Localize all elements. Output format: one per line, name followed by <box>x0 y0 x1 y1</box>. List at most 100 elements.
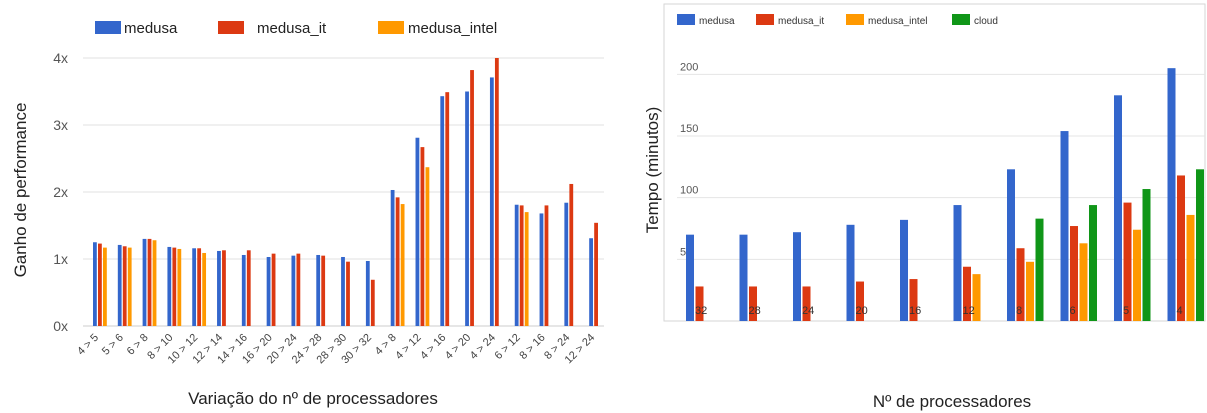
bar-medusa <box>390 189 395 326</box>
bar-medusa_it <box>594 222 598 326</box>
bar-medusa <box>739 234 748 321</box>
y-tick-label: 1x <box>53 251 68 267</box>
legend-label-medusa_intel: medusa_intel <box>868 16 927 27</box>
bar-medusa_it <box>749 286 757 321</box>
bar-medusa <box>266 256 271 326</box>
bar-medusa_it <box>519 205 524 326</box>
bar-medusa <box>415 137 420 326</box>
bar-medusa <box>1060 131 1069 321</box>
x-tick-label: 5 <box>1123 305 1129 317</box>
bar-medusa_it <box>1016 248 1025 321</box>
bar-medusa_intel <box>972 274 981 321</box>
bar-medusa_intel <box>524 212 529 326</box>
bar-medusa_it <box>1177 175 1185 321</box>
legend-swatch-medusa_intel <box>378 21 404 34</box>
bar-medusa <box>465 91 469 326</box>
x-axis-title: Variação do nº de processadores <box>188 389 438 408</box>
bar-medusa <box>1007 169 1015 321</box>
bar-medusa_intel <box>1186 214 1195 321</box>
x-tick-label: 4 > 5 <box>75 332 101 358</box>
x-tick-label: 4 > 16 <box>418 332 448 362</box>
plot-frame <box>663 3 1206 322</box>
bar-medusa_it <box>963 266 971 321</box>
legend-swatch-medusa_it <box>218 21 244 34</box>
x-tick-label: 32 <box>695 305 707 317</box>
bar-medusa <box>1167 68 1176 322</box>
y-tick-label: 150 <box>680 123 698 135</box>
bar-medusa <box>539 213 544 326</box>
bar-medusa_it <box>909 279 918 321</box>
bar-medusa <box>142 238 147 326</box>
bar-medusa_intel <box>202 252 207 326</box>
bar-medusa <box>316 254 321 326</box>
legend-label-medusa: medusa <box>699 16 735 27</box>
bar-medusa_it <box>370 279 375 326</box>
bar-medusa_it <box>246 250 251 326</box>
bar-medusa_it <box>395 197 400 326</box>
x-tick-label: 24 <box>802 305 814 317</box>
bar-medusa_intel <box>127 247 132 326</box>
bar-medusa_it <box>321 255 326 326</box>
bar-medusa <box>217 250 221 326</box>
bar-medusa_it <box>172 247 177 326</box>
bar-medusa_it <box>197 248 202 326</box>
legend-label-medusa_it: medusa_it <box>257 20 327 37</box>
y-tick-label: 3x <box>53 117 68 133</box>
x-tick-label: 8 > 16 <box>517 332 547 362</box>
bar-medusa <box>117 244 122 326</box>
x-tick-label: 6 > 12 <box>493 332 523 362</box>
bar-medusa <box>1114 95 1122 321</box>
bar-medusa_it <box>98 243 102 326</box>
bar-cloud <box>1142 189 1151 321</box>
bar-medusa_it <box>802 286 811 321</box>
x-tick-label: 12 <box>963 305 975 317</box>
bar-medusa_intel <box>400 204 405 326</box>
x-tick-label: 8 <box>1016 305 1022 317</box>
y-axis-title: Ganho de performance <box>11 103 30 278</box>
x-tick-label: 5 > 6 <box>100 332 126 358</box>
bar-medusa_it <box>271 253 276 326</box>
y-tick-label: 2x <box>53 184 68 200</box>
bar-medusa <box>440 96 445 326</box>
bar-medusa <box>341 256 345 326</box>
legend-swatch-medusa <box>95 21 121 34</box>
legend-label-medusa: medusa <box>124 20 178 37</box>
bar-medusa <box>192 248 197 326</box>
bar-medusa <box>900 219 908 321</box>
x-tick-label: 6 <box>1070 305 1076 317</box>
x-tick-label: 4 > 12 <box>393 332 423 362</box>
bar-medusa_it <box>420 147 425 326</box>
bar-medusa_it <box>147 238 152 326</box>
bar-medusa_intel <box>103 247 107 326</box>
bar-medusa <box>167 246 172 326</box>
bar-medusa_intel <box>1026 261 1034 321</box>
bar-medusa_it <box>470 70 474 326</box>
bar-medusa_it <box>346 261 350 326</box>
legend-swatch-medusa_intel <box>846 14 864 25</box>
legend-swatch-medusa_it <box>756 14 774 25</box>
execution-time-chart: medusamedusa_itmedusa_intelcloud50100150… <box>643 3 1206 411</box>
bar-medusa_intel <box>152 240 157 326</box>
bar-medusa <box>686 234 694 321</box>
bar-medusa_it <box>856 281 864 321</box>
bar-medusa_it <box>1123 202 1132 321</box>
y-tick-label: 100 <box>680 185 698 197</box>
x-tick-label: 4 > 20 <box>443 332 473 362</box>
bar-medusa <box>589 238 593 326</box>
x-tick-label: 16 <box>909 305 921 317</box>
legend-swatch-cloud <box>952 14 970 25</box>
bar-medusa_it <box>1070 226 1078 321</box>
bar-medusa_intel <box>1133 229 1141 321</box>
bar-medusa_it <box>544 205 549 326</box>
bar-medusa_it <box>695 286 704 321</box>
bar-medusa <box>489 77 494 327</box>
bar-medusa_intel <box>1079 243 1088 321</box>
bar-cloud <box>1089 205 1097 321</box>
x-tick-label: 20 <box>856 305 868 317</box>
bar-medusa_it <box>296 253 301 326</box>
bar-medusa <box>846 224 855 321</box>
bar-medusa <box>241 254 246 326</box>
x-tick-label: 4 <box>1177 305 1183 317</box>
y-tick-label: 0x <box>53 318 68 334</box>
x-tick-label: 28 <box>749 305 761 317</box>
